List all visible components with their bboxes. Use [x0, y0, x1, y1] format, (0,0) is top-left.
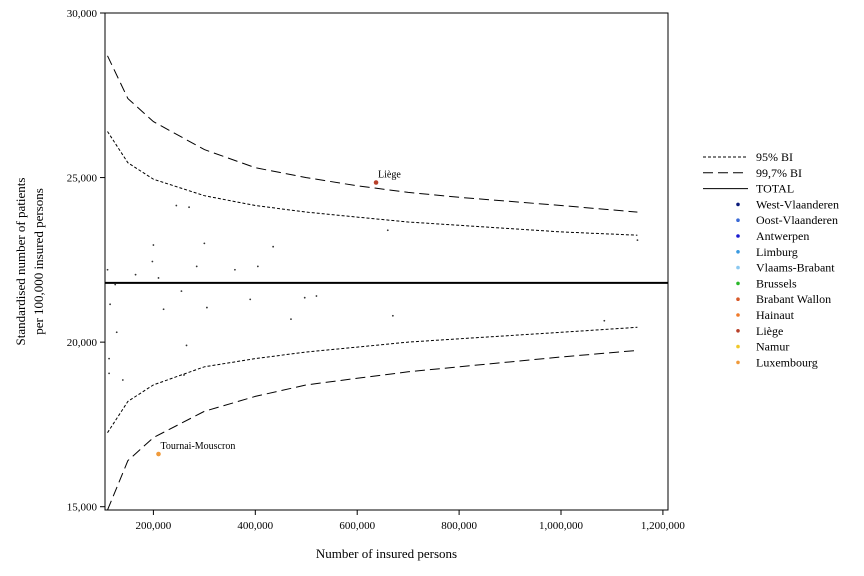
- data-point: [290, 318, 292, 320]
- x-axis: 200,000 400,000 600,000 800,000 1,000,000 1,2…: [136, 510, 686, 532]
- data-point: [114, 283, 117, 286]
- legend-marker: [736, 297, 740, 302]
- y-tick-label: 30,000: [67, 8, 98, 20]
- legend-marker: [736, 250, 740, 254]
- data-point: [162, 308, 165, 311]
- data-point: [636, 239, 639, 242]
- band-line-lower: [107, 349, 638, 511]
- data-point: [180, 290, 183, 293]
- data-point: [391, 314, 394, 317]
- x-tick-label: 600,000: [339, 520, 375, 532]
- x-tick-label: 1,200,000: [641, 520, 686, 532]
- data-point: [256, 265, 259, 268]
- data-point: [109, 303, 111, 306]
- plot-frame: [104, 12, 669, 511]
- data-point: [152, 244, 155, 246]
- point-annotation: Tournai-Mouscron: [160, 441, 235, 452]
- x-tick-label: 1,000,000: [539, 520, 584, 532]
- data-point: [115, 331, 118, 334]
- data-point: [151, 260, 154, 263]
- data-point: [249, 298, 252, 301]
- band-line-lower: [107, 326, 638, 433]
- x-tick-label: 400,000: [237, 520, 273, 532]
- legend-item-label: TOTAL: [756, 182, 794, 196]
- legend-item-label: Limburg: [756, 245, 798, 259]
- legend-item-label: Oost-Vlaanderen: [756, 213, 838, 227]
- data-point: [303, 296, 306, 299]
- legend-marker: [736, 218, 740, 222]
- legend-marker: [736, 265, 740, 270]
- legend-item-label: 95% BI: [756, 150, 793, 164]
- legend-item-label: Luxembourg: [756, 355, 818, 369]
- y-tick-label: 25,000: [67, 173, 98, 185]
- legend-marker: [736, 313, 740, 317]
- band-line-upper: [107, 55, 638, 213]
- legend-item-label: Namur: [756, 340, 789, 354]
- data-point: [206, 306, 208, 309]
- legend-item-label: Vlaams-Brabant: [756, 261, 835, 275]
- data-point: [106, 268, 109, 271]
- data-point: [203, 242, 206, 245]
- data-point: [195, 265, 198, 268]
- y-axis-title-line-2: per 100,000 insured persons: [31, 188, 46, 335]
- legend-marker: [736, 234, 740, 238]
- band-line-upper: [107, 131, 638, 236]
- band-lines: [105, 55, 668, 511]
- legend-item-label: Brussels: [756, 276, 797, 290]
- y-axis-title: Standardised number of patients per 100,…: [13, 178, 46, 346]
- data-point: [272, 245, 275, 248]
- legend-item-label: Hainaut: [756, 308, 795, 322]
- x-axis-title: Number of insured persons: [316, 546, 457, 561]
- data-point: [183, 374, 185, 376]
- data-point: [315, 295, 318, 297]
- highlight-point: [373, 180, 379, 185]
- y-tick-label: 15,000: [67, 502, 98, 514]
- data-point: [134, 273, 137, 276]
- legend-item-label: West-Vlaanderen: [756, 197, 839, 211]
- data-point: [108, 357, 110, 360]
- legend-item-label: Liège: [756, 324, 783, 338]
- data-points: Liège Tournai-Mouscron: [106, 170, 639, 457]
- legend-item-label: Antwerpen: [756, 229, 809, 243]
- legend-marker: [736, 344, 740, 349]
- data-point: [185, 344, 188, 347]
- data-point: [121, 379, 124, 381]
- x-tick-label: 800,000: [441, 520, 477, 532]
- data-point: [386, 229, 389, 232]
- data-point: [157, 277, 160, 279]
- legend-item-label: Brabant Wallon: [756, 292, 831, 306]
- point-annotation: Liège: [378, 170, 401, 181]
- y-axis-title-line-1: Standardised number of patients: [13, 178, 28, 346]
- legend-marker: [736, 281, 740, 286]
- data-point: [175, 204, 178, 207]
- y-tick-label: 20,000: [67, 337, 98, 349]
- legend-marker: [736, 202, 740, 207]
- data-point: [603, 319, 606, 322]
- legend-marker: [736, 360, 740, 365]
- data-point: [234, 268, 236, 271]
- x-tick-label: 200,000: [136, 520, 172, 532]
- data-point: [188, 206, 190, 209]
- legend-marker: [736, 329, 740, 333]
- legend-item-label: 99,7% BI: [756, 166, 802, 180]
- data-point: [108, 372, 110, 375]
- y-axis: 15,000 20,000 25,000 30,000: [67, 8, 105, 514]
- highlight-point: [156, 451, 161, 457]
